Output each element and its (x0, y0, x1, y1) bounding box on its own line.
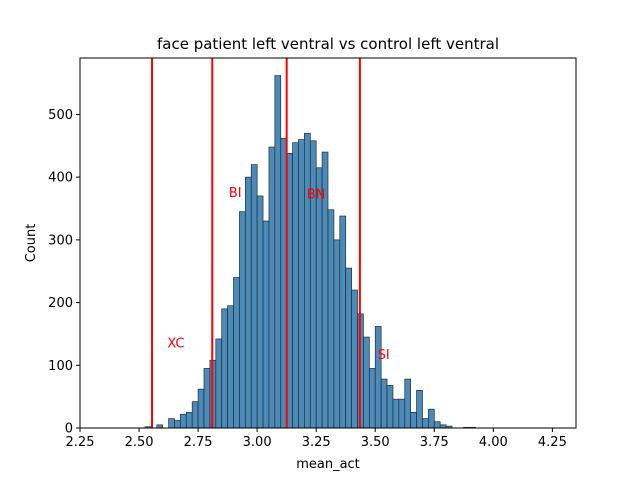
y-axis-ticks: 0 100 200 300 400 500 (48, 108, 80, 437)
x-tick-label: 2.50 (125, 435, 154, 450)
histogram-bar (416, 390, 423, 429)
histogram-bar (221, 308, 228, 429)
histogram-bar (298, 139, 305, 429)
histogram-bar (256, 195, 264, 429)
annotations: XC BI BN SI (167, 186, 389, 363)
y-tick-label: 200 (48, 296, 73, 311)
histogram-bar (374, 326, 382, 429)
y-tick-label: 0 (65, 422, 73, 437)
histogram-bar (339, 215, 347, 429)
y-tick-label: 400 (48, 171, 73, 186)
histogram-bar (268, 146, 276, 429)
histogram-bar (345, 267, 352, 429)
histogram-bar (292, 142, 299, 429)
annotation-label: XC (167, 337, 184, 352)
histogram-bar (197, 388, 205, 429)
histogram-bar (244, 176, 252, 429)
histogram-bar (404, 378, 412, 429)
x-tick-label: 4.25 (538, 435, 567, 450)
histogram-bar (233, 277, 240, 429)
histogram-bar (351, 289, 358, 429)
histogram-bar (203, 368, 211, 429)
histogram-bar (191, 401, 199, 429)
x-axis-label: mean_act (296, 457, 360, 472)
histogram-bar (333, 239, 341, 429)
histogram-bar (174, 420, 181, 429)
annotation-label: SI (378, 348, 390, 363)
histogram-bar (410, 411, 417, 429)
x-tick-label: 3.00 (243, 435, 272, 450)
histogram-bar (315, 167, 323, 429)
threshold-lines (151, 58, 361, 428)
histogram-bar (250, 164, 258, 429)
histogram-bar (380, 378, 388, 429)
x-tick-label: 3.50 (361, 435, 390, 450)
histogram-bar (239, 211, 246, 429)
histogram-bar (215, 338, 223, 429)
histogram-bar (168, 418, 175, 429)
histogram-bar (363, 336, 370, 429)
histogram-bar (398, 398, 406, 429)
x-tick-label: 2.25 (66, 435, 95, 450)
histogram-bar (185, 411, 193, 429)
histogram-bar (309, 140, 317, 429)
histogram-bar (433, 421, 441, 429)
histogram-bar (422, 418, 429, 429)
x-tick-label: 2.75 (184, 435, 213, 450)
x-tick-label: 3.75 (420, 435, 449, 450)
y-tick-label: 500 (48, 108, 73, 123)
histogram-bar (304, 132, 311, 429)
histogram-bar (428, 408, 435, 429)
x-axis-ticks: 2.25 2.50 2.75 3.00 3.25 3.50 3.75 4.00 4.25 (66, 428, 567, 450)
y-tick-label: 100 (48, 359, 73, 374)
histogram-bar (227, 305, 234, 429)
histogram-bar (327, 209, 335, 429)
y-tick-label: 300 (48, 233, 73, 248)
histogram-bar (274, 75, 282, 429)
y-axis-label: Count (24, 224, 39, 263)
annotation-label: BI (229, 186, 242, 201)
histogram-bar (262, 220, 270, 429)
histogram-bar (180, 413, 187, 429)
x-tick-label: 4.00 (479, 435, 508, 450)
annotation-label: BN (307, 187, 326, 202)
histogram-bar (392, 398, 400, 429)
plot-frame (79, 57, 577, 429)
histogram-bar (386, 385, 394, 429)
chart-title: face patient left ventral vs control lef… (157, 35, 499, 53)
histogram-bar (368, 368, 376, 429)
x-tick-label: 3.25 (302, 435, 331, 450)
